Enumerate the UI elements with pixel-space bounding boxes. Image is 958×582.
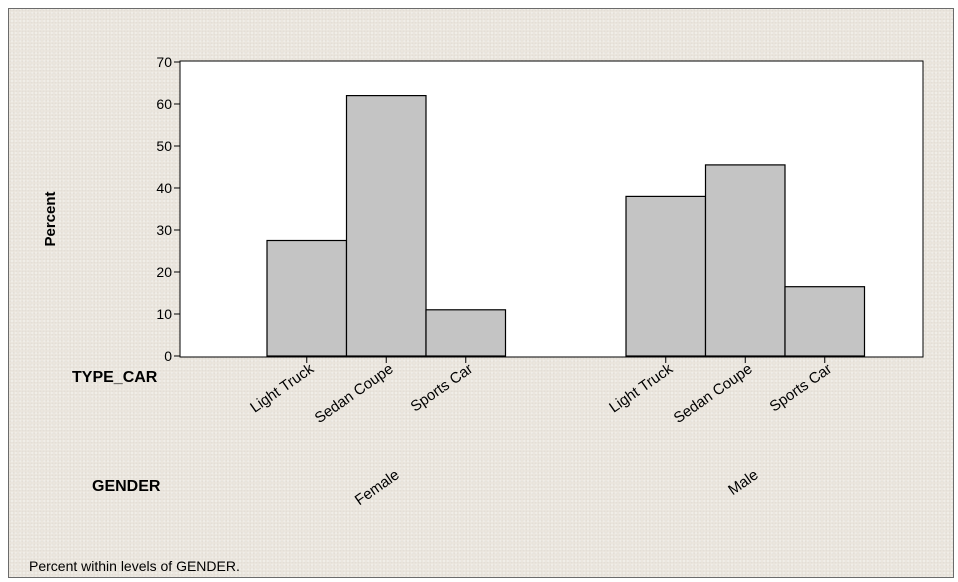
y-tick-label: 30 [156,222,172,238]
x-tick-label: Sports Car [408,360,476,415]
y-tick-label: 60 [156,96,172,112]
y-tick-label: 10 [156,306,172,322]
bar [345,94,427,357]
y-tick-label: 70 [156,54,172,70]
row-label-type-car: TYPE_CAR [72,369,158,386]
x-tick-label: Sports Car [767,360,835,415]
bar [704,164,786,357]
x-tick-label: Light Truck [606,360,676,416]
x-tick-label: Sedan Coupe [671,360,756,427]
bars [266,94,866,357]
bar [425,309,507,357]
y-tick-label: 50 [156,138,172,154]
bar [625,195,707,357]
y-axis-label: Percent [42,191,59,246]
y-tick-label: 40 [156,180,172,196]
y-axis: 0 10 20 30 40 50 60 70 [156,54,180,364]
y-tick-label: 0 [164,348,172,364]
group-label: Female [352,466,403,509]
x-tick-label: Light Truck [247,360,317,416]
x-tick-label: Sedan Coupe [312,360,397,427]
group-label: Male [725,466,761,499]
row-label-gender: GENDER [92,478,161,495]
bar [266,239,348,357]
chart-footnote: Percent within levels of GENDER. [29,558,240,574]
chart-frame: 0 10 20 30 40 50 60 70 Light Truck Sedan Coupe Sp… [8,8,954,578]
bar [784,286,866,357]
y-tick-label: 20 [156,264,172,280]
